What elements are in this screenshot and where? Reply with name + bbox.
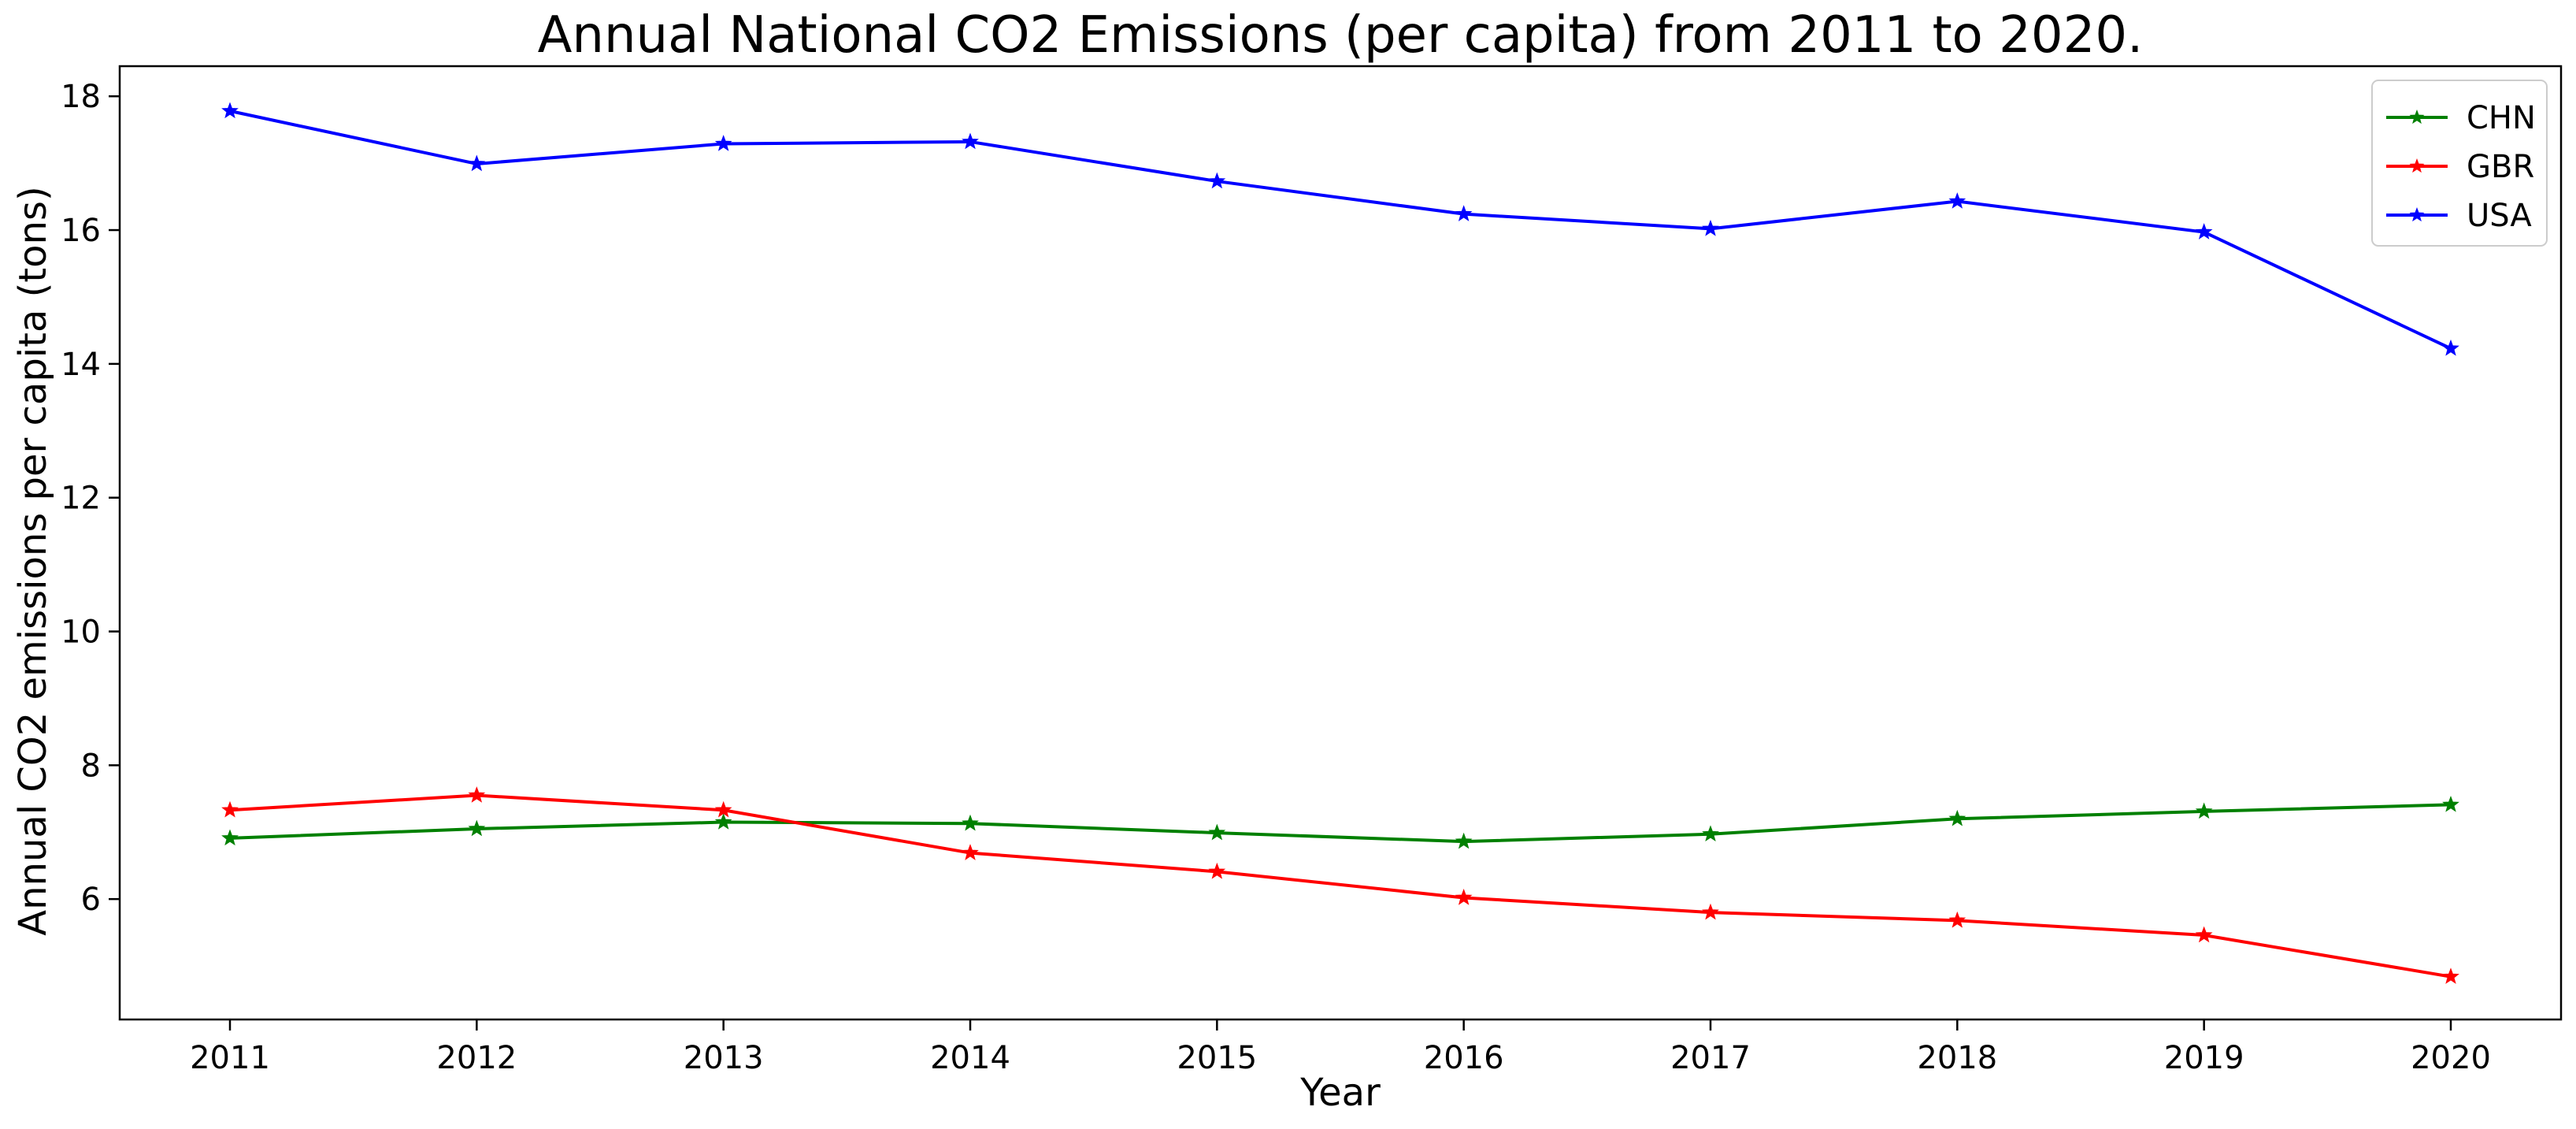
data-point-gbr — [1948, 911, 1966, 928]
data-point-usa — [1208, 172, 1226, 189]
data-point-chn — [962, 814, 979, 831]
data-point-gbr — [1208, 862, 1226, 879]
legend-label-chn: CHN — [2467, 100, 2536, 136]
data-point-chn — [1455, 832, 1473, 849]
data-point-usa — [962, 132, 979, 150]
data-point-gbr — [2442, 967, 2459, 984]
data-point-gbr — [2195, 926, 2213, 943]
x-tick-label: 2011 — [190, 1040, 270, 1076]
data-point-gbr — [468, 786, 486, 803]
x-tick-label: 2019 — [2164, 1040, 2244, 1076]
data-point-usa — [1702, 219, 1719, 236]
series-line-usa — [229, 109, 2452, 351]
data-point-chn — [1702, 825, 1719, 842]
y-tick-label: 14 — [61, 347, 101, 383]
plot-area: 2011 2012 2013 2014 2015 2016 2017 2018 2019 2020… — [61, 65, 2563, 1076]
data-point-usa — [468, 154, 486, 172]
data-point-chn — [221, 829, 239, 846]
data-point-chn — [468, 819, 486, 837]
x-tick-label: 2020 — [2411, 1040, 2491, 1076]
y-axis-label: Annual CO2 emissions per capita (tons) — [11, 186, 55, 935]
data-point-gbr — [221, 800, 239, 818]
x-tick-label: 2018 — [1917, 1040, 1997, 1076]
plot-frame — [118, 65, 2563, 1021]
series-gbr — [221, 786, 2459, 984]
series-line-gbr — [229, 793, 2452, 979]
data-point-chn — [1208, 823, 1226, 841]
data-point-gbr — [962, 844, 979, 860]
data-point-gbr — [1702, 903, 1719, 920]
data-point-chn — [2442, 796, 2459, 812]
x-tick-label: 2012 — [436, 1040, 517, 1076]
y-tick-label: 6 — [81, 882, 101, 918]
legend-label-usa: USA — [2467, 198, 2532, 234]
data-point-chn — [1948, 809, 1966, 826]
data-point-usa — [2195, 223, 2213, 240]
legend-label-gbr: GBR — [2467, 149, 2534, 185]
series-usa — [221, 102, 2459, 356]
y-tick-label: 18 — [61, 79, 101, 115]
x-tick-label: 2014 — [930, 1040, 1010, 1076]
y-tick-label: 8 — [81, 748, 101, 784]
data-point-chn — [2195, 802, 2213, 819]
legend-box — [2371, 80, 2548, 247]
x-axis-label: Year — [1299, 1071, 1381, 1115]
legend-marker-usa — [2409, 207, 2425, 222]
data-point-gbr — [714, 800, 732, 818]
data-point-usa — [221, 102, 239, 119]
series-chn — [221, 796, 2459, 849]
data-point-usa — [1948, 192, 1966, 209]
data-point-gbr — [1455, 889, 1473, 905]
data-point-chn — [714, 813, 732, 830]
legend: CHN GBR USA — [2371, 80, 2548, 247]
x-tick-label: 2016 — [1424, 1040, 1504, 1076]
y-tick-label: 16 — [61, 213, 101, 249]
legend-marker-gbr — [2409, 158, 2425, 173]
series-line-chn — [229, 803, 2452, 844]
x-tick-label: 2017 — [1670, 1040, 1751, 1076]
chart-title: Annual National CO2 Emissions (per capit… — [538, 6, 2144, 65]
x-tick-label: 2013 — [684, 1040, 764, 1076]
y-tick-label: 10 — [61, 615, 101, 651]
data-point-usa — [2442, 339, 2459, 356]
x-tick-label: 2015 — [1177, 1040, 1257, 1076]
legend-marker-chn — [2409, 110, 2425, 124]
data-point-usa — [1455, 205, 1473, 221]
y-tick-label: 12 — [61, 481, 101, 517]
data-point-usa — [714, 135, 732, 151]
